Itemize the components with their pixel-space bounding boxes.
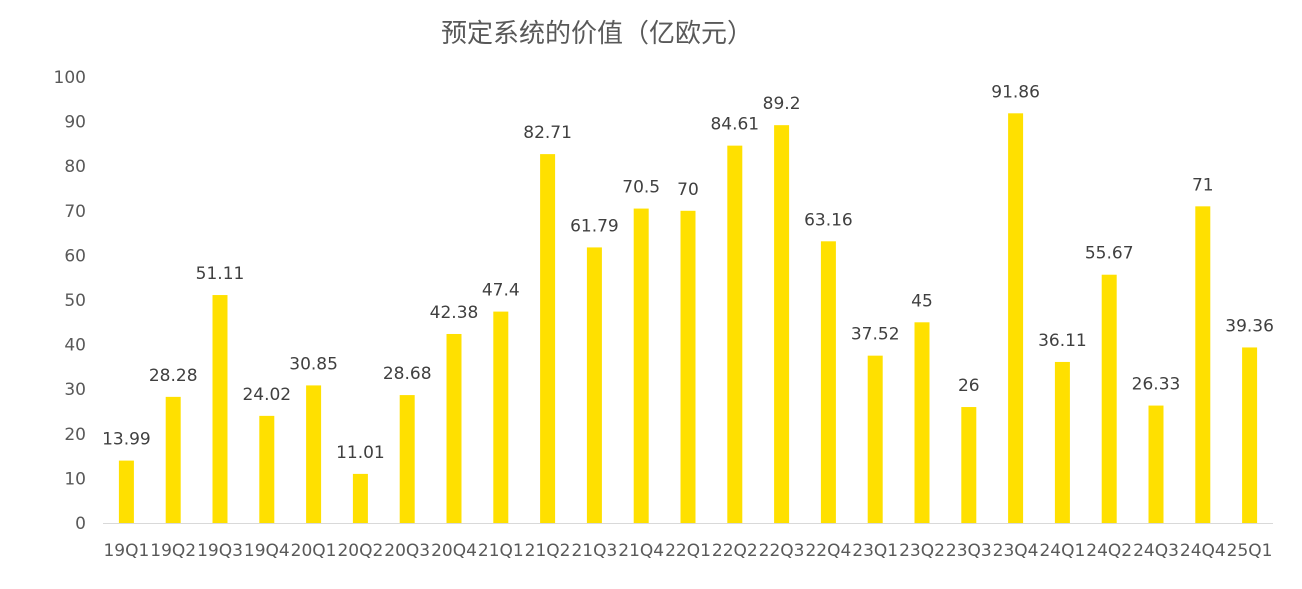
bar: [1008, 113, 1024, 524]
data-label: 55.67: [1085, 244, 1134, 264]
data-label: 28.68: [383, 364, 432, 384]
x-tick-label: 21Q2: [525, 541, 571, 561]
bar: [680, 210, 696, 524]
x-tick-label: 24Q2: [1086, 541, 1132, 561]
data-label: 91.86: [991, 82, 1040, 102]
x-tick-label: 21Q1: [478, 541, 524, 561]
y-tick-label: 10: [64, 469, 86, 489]
y-tick-label: 0: [75, 514, 86, 534]
data-label: 39.36: [1225, 316, 1274, 336]
bar: [306, 385, 322, 523]
y-tick-label: 40: [64, 336, 86, 356]
y-tick-label: 100: [54, 68, 86, 88]
bar: [259, 415, 275, 523]
data-label: 28.28: [149, 366, 198, 386]
y-tick-label: 80: [64, 157, 86, 177]
data-label: 61.79: [570, 216, 619, 236]
bar: [1054, 361, 1070, 523]
data-label: 89.2: [763, 94, 801, 114]
bar: [820, 241, 836, 523]
bar: [1101, 274, 1117, 523]
bar: [633, 208, 649, 523]
x-tick-label: 23Q4: [993, 541, 1039, 561]
data-label: 11.01: [336, 443, 385, 463]
x-tick-label: 20Q2: [337, 541, 383, 561]
data-label: 24.02: [242, 385, 291, 405]
data-label: 45: [911, 291, 933, 311]
bar: [399, 395, 415, 523]
data-label: 70.5: [622, 178, 660, 198]
data-label: 70: [677, 180, 699, 200]
bar: [727, 145, 743, 523]
x-tick-label: 19Q2: [150, 541, 196, 561]
x-tick-label: 24Q4: [1180, 541, 1226, 561]
x-tick-label: 21Q3: [571, 541, 617, 561]
y-tick-label: 20: [64, 425, 86, 445]
bar: [1148, 405, 1164, 523]
bar: [961, 407, 977, 523]
y-tick-label: 50: [64, 291, 86, 311]
y-tick-label: 70: [64, 202, 86, 222]
bar: [493, 311, 509, 523]
x-tick-label: 24Q3: [1133, 541, 1179, 561]
data-label: 36.11: [1038, 331, 1087, 351]
chart-title: 预定系统的价值（亿欧元）: [441, 19, 753, 49]
data-label: 30.85: [289, 354, 338, 374]
bar: [212, 295, 228, 523]
x-tick-label: 19Q1: [103, 541, 149, 561]
data-label: 82.71: [523, 123, 572, 143]
x-tick-label: 22Q2: [712, 541, 758, 561]
bar: [914, 322, 930, 523]
data-label: 47.4: [482, 281, 520, 301]
data-label: 71: [1192, 175, 1214, 195]
x-tick-label: 23Q3: [946, 541, 992, 561]
bar: [352, 473, 368, 523]
data-label: 51.11: [196, 264, 245, 284]
bar: [446, 333, 462, 523]
x-tick-label: 20Q3: [384, 541, 430, 561]
data-label: 63.16: [804, 210, 853, 230]
data-label: 26: [958, 376, 980, 396]
x-axis-tick-labels: 19Q1 19Q2 19Q3 19Q4 20Q1 20Q2 20Q3 20Q4 21Q1 21Q2…: [103, 541, 1272, 561]
bar: [540, 154, 556, 523]
x-tick-label: 22Q3: [759, 541, 805, 561]
data-label: 37.52: [851, 325, 900, 345]
bar: [165, 396, 181, 523]
data-label: 42.38: [430, 303, 479, 323]
data-labels-group: 13.99 28.28 51.11 24.02 30.85 11.01 28.68 42.38…: [102, 82, 1274, 463]
x-tick-label: 22Q1: [665, 541, 711, 561]
y-axis-tick-labels: 0 10 20 30 40 50 60 70 80 90 100: [54, 68, 86, 534]
x-tick-label: 24Q1: [1039, 541, 1085, 561]
x-tick-label: 19Q3: [197, 541, 243, 561]
x-tick-label: 20Q4: [431, 541, 477, 561]
data-label: 13.99: [102, 430, 151, 450]
bars-group: [118, 113, 1258, 524]
x-tick-label: 25Q1: [1227, 541, 1273, 561]
bar: [1242, 347, 1258, 523]
x-tick-label: 23Q1: [852, 541, 898, 561]
bar: [118, 460, 134, 523]
x-tick-label: 22Q4: [805, 541, 851, 561]
y-tick-label: 60: [64, 246, 86, 266]
bar: [774, 125, 790, 523]
bar: [586, 247, 602, 523]
bar: [1195, 206, 1211, 523]
data-label: 26.33: [1132, 375, 1181, 395]
x-tick-label: 19Q4: [244, 541, 290, 561]
x-tick-label: 21Q4: [618, 541, 664, 561]
y-tick-label: 30: [64, 380, 86, 400]
data-label: 84.61: [710, 115, 759, 135]
bar: [867, 355, 883, 523]
y-tick-label: 90: [64, 113, 86, 133]
x-tick-label: 23Q2: [899, 541, 945, 561]
x-tick-label: 20Q1: [291, 541, 337, 561]
